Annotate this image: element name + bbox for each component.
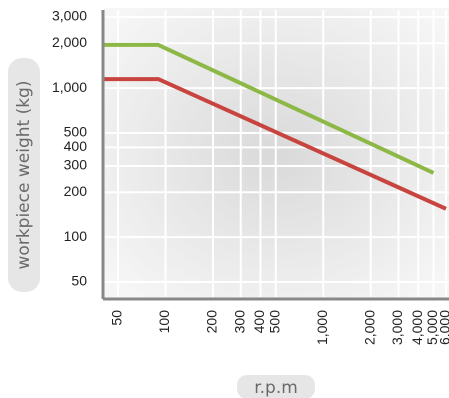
y-axis-title: workpiece weight (kg) xyxy=(14,81,34,270)
y-tick-label: 200 xyxy=(64,183,88,199)
series-group xyxy=(102,42,447,211)
x-tick-label: 6,000 xyxy=(437,310,449,345)
x-tick-label: 50 xyxy=(109,310,125,326)
series-line-2 xyxy=(102,77,447,211)
y-tick-label: 3,000 xyxy=(52,8,87,24)
y-tick-label: 300 xyxy=(64,157,88,173)
x-tick-label: 200 xyxy=(204,310,220,334)
y-tick-label: 100 xyxy=(64,228,88,244)
y-tick-label: 2,000 xyxy=(52,34,87,50)
x-tick-label: 500 xyxy=(266,310,282,334)
x-tick-label: 2,000 xyxy=(361,310,377,345)
axes xyxy=(101,10,449,301)
x-tick-label: 400 xyxy=(251,310,267,334)
x-axis-title: r.p.m xyxy=(254,378,298,398)
x-tick-label: 3,000 xyxy=(389,310,405,345)
series-line-1 xyxy=(102,42,435,175)
x-tick-label: 1,000 xyxy=(314,310,330,345)
x-tick-label: 4,000 xyxy=(409,310,425,345)
y-tick-label: 1,000 xyxy=(52,79,87,95)
x-tick-label: 300 xyxy=(231,310,247,334)
x-axis-title-pill xyxy=(237,375,315,398)
grid xyxy=(105,10,449,297)
y-tick-label: 50 xyxy=(71,273,87,289)
y-tick-label: 400 xyxy=(64,138,88,154)
x-tick-label: 5,000 xyxy=(424,310,440,345)
x-tick-labels: 50 100 200 300 400 500 1,000 2,000 3,000 4,000 5,0… xyxy=(109,310,449,345)
y-tick-label: 500 xyxy=(64,124,88,140)
y-axis-title-pill xyxy=(8,58,40,292)
x-tick-label: 100 xyxy=(156,310,172,334)
